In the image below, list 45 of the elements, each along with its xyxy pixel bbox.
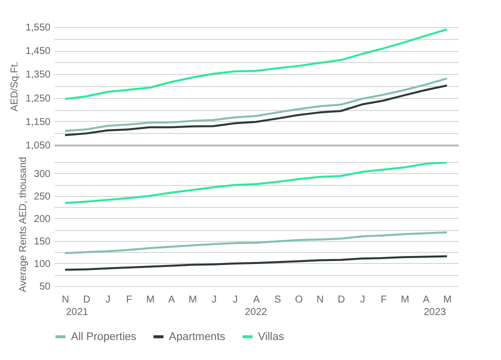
line-series (64, 77, 448, 132)
x-tick-label: S (274, 294, 282, 306)
text: 2021 (66, 307, 89, 318)
x-tick-label: A (168, 294, 176, 306)
x-tick-label: J (212, 294, 217, 306)
line-series (64, 84, 448, 136)
y-axis-title: AED/Sq.Ft. (9, 61, 20, 112)
legend-label: Villas (258, 330, 285, 343)
y-tick-label: 1,550 (25, 22, 51, 34)
y-tick-label: 50 (39, 282, 51, 292)
x-tick-label: J (360, 294, 366, 306)
x-tick-label: O (295, 294, 304, 306)
y-tick-label: 150 (34, 236, 51, 248)
line-series (64, 28, 448, 100)
text: 2023 (424, 307, 446, 318)
y-tick-label: 250 (34, 191, 51, 202)
x-tick-label: N (316, 294, 324, 306)
x-tick-label: M (443, 294, 452, 306)
x-tick-label: J (232, 294, 238, 306)
x-tick-label: N (62, 294, 70, 306)
y-tick-label: 1,050 (25, 140, 51, 152)
x-tick-label: J (105, 294, 110, 306)
x-tick-label: D (83, 294, 90, 306)
y-axis-title: Average Rents AED, thousand (18, 156, 29, 292)
y-tick-label: 1,450 (25, 46, 51, 58)
x-tick-label: A (253, 294, 260, 306)
x-tick-label: M (146, 294, 155, 306)
y-tick-label: 300 (34, 168, 51, 180)
legend-label: All Properties (71, 330, 137, 343)
text: 2022 (244, 307, 268, 318)
line-series (64, 231, 448, 254)
legend-label: Apartments (169, 330, 226, 343)
x-tick-label: M (400, 294, 410, 306)
line-series (64, 255, 448, 271)
y-tick-label: 100 (34, 258, 51, 270)
x-tick-label: F (380, 294, 387, 306)
y-tick-label: 200 (34, 214, 51, 225)
y-tick-label: 1,350 (25, 70, 51, 81)
y-tick-label: 1,250 (25, 93, 51, 104)
y-tick-label: 1,150 (25, 116, 51, 128)
line-series (64, 162, 448, 204)
x-tick-label: D (338, 294, 345, 306)
x-tick-label: A (422, 294, 430, 306)
x-tick-label: F (126, 294, 132, 306)
x-tick-label: M (188, 294, 198, 306)
